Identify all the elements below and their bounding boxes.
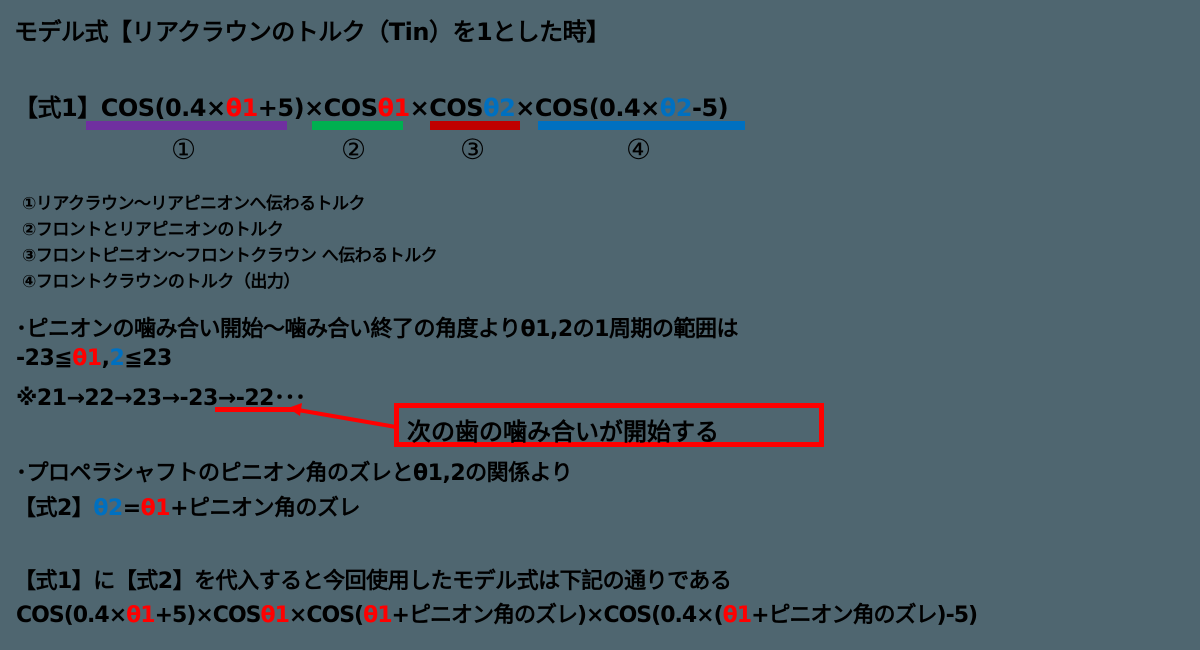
final-formula: COS(0.4×θ1+5)×COSθ1×COS(θ1+ピニオン角のズレ)×COS…: [16, 597, 978, 629]
term-number-3: ③: [460, 133, 486, 166]
callout-box: 次の歯の噛み合いが開始する: [394, 403, 824, 447]
angle-sequence: ※21→22→23→-23→-22･･･: [16, 386, 306, 411]
theta2-symbol: θ2: [93, 496, 123, 521]
underline-term-4: [538, 121, 745, 130]
range-heading: ･ピニオンの噛み合い開始～噛み合い終了の角度よりθ1,2の1周期の範囲は: [16, 317, 738, 342]
formula-1-part: ×COS(0.4×: [515, 94, 660, 122]
theta1-symbol: θ1: [126, 603, 155, 628]
theta1-symbol: θ1: [722, 603, 752, 628]
underline-term-3: [430, 121, 520, 130]
formula-1: 【式1】COS(0.4×θ1+5)×COSθ1×COSθ2×COS(0.4×θ2…: [14, 88, 729, 123]
formula-1-part: ×COS: [409, 94, 484, 122]
theta2-symbol: 2: [109, 346, 125, 371]
term-number-4: ④: [626, 133, 652, 166]
final-formula-part: +ピニオン角のズレ)×COS(0.4×(: [391, 603, 724, 628]
legend-item-2: ②フロントとリアピニオンのトルク: [22, 220, 284, 240]
formula-2-heading: ･プロペラシャフトのピニオン角のズレとθ1,2の関係より: [16, 461, 573, 486]
theta1-symbol: θ1: [377, 94, 410, 122]
theta2-symbol: θ2: [659, 94, 693, 122]
range-suffix: ≦23: [124, 346, 172, 371]
final-formula-part: +ピニオン角のズレ)-5): [751, 603, 978, 628]
formula-2-label: 【式2】: [14, 496, 94, 521]
range-comma: ,: [101, 346, 110, 371]
legend-item-1: ①リアクラウン～リアピニオンへ伝わるトルク: [22, 194, 366, 214]
formula-1-part: +5)×COS: [257, 94, 378, 122]
theta1-symbol: θ1: [140, 496, 171, 521]
formula-1-label: 【式1】: [14, 94, 101, 122]
page-title: モデル式【リアクラウンのトルク（Tin）を1とした時】: [14, 18, 610, 46]
range-prefix: -23≦: [16, 346, 73, 371]
theta1-symbol: θ1: [225, 94, 259, 122]
underline-term-1: [86, 121, 287, 130]
formula-1-part: -5): [691, 94, 729, 122]
callout-text: 次の歯の噛み合いが開始する: [407, 418, 719, 446]
theta2-symbol: θ2: [483, 94, 516, 122]
legend-item-4: ④フロントクラウンのトルク（出力）: [22, 272, 300, 292]
theta1-symbol: θ1: [363, 603, 392, 628]
formula-2-rest: +ピニオン角のズレ: [170, 496, 361, 521]
theta1-symbol: θ1: [72, 346, 102, 371]
underline-term-2: [312, 121, 403, 130]
theta1-symbol: θ1: [260, 603, 290, 628]
term-number-1: ①: [171, 133, 197, 166]
formula-2: 【式2】θ2=θ1+ピニオン角のズレ: [14, 490, 361, 522]
term-number-2: ②: [341, 133, 367, 166]
final-formula-part: +5)×COS: [154, 603, 262, 628]
equals-sign: =: [122, 496, 141, 521]
formula-1-part: COS(0.4×: [100, 94, 226, 122]
final-formula-part: ×COS(: [288, 603, 364, 628]
range-inequality: -23≦θ1,2≦23: [16, 346, 172, 371]
conclusion-text: 【式1】に【式2】を代入すると今回使用したモデル式は下記の通りである: [14, 569, 732, 594]
final-formula-part: COS(0.4×: [16, 603, 127, 628]
legend-item-3: ③フロントピニオン～フロントクラウン へ伝わるトルク: [22, 246, 438, 266]
